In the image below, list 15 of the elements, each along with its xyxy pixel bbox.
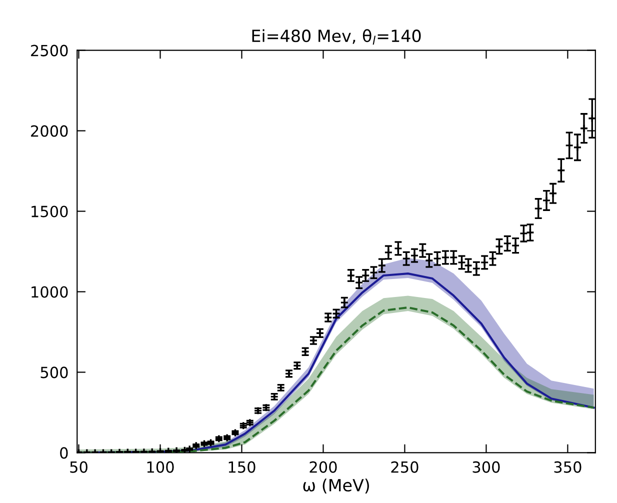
y-tick-label: 0 — [60, 447, 68, 459]
y-tick-label: 2000 — [31, 125, 68, 137]
x-tick-label: 200 — [310, 461, 337, 473]
x-tick-label: 350 — [554, 461, 582, 473]
x-tick-label: 100 — [147, 461, 174, 473]
x-tick-label: 250 — [391, 461, 418, 473]
chart-title: Ei=480 Mev, θ$_{l}$=140 — [252, 29, 421, 45]
y-tick-label: 2500 — [31, 44, 68, 56]
x-tick-label: 300 — [472, 461, 500, 473]
x-tick-label: 50 — [70, 461, 88, 473]
y-tick-label: 1500 — [32, 206, 68, 218]
x-axis-title: ω (MeV) — [303, 478, 369, 494]
y-tick-label: 1000 — [32, 286, 68, 298]
x-tick-label: 150 — [228, 461, 256, 473]
y-tick-label: 500 — [40, 366, 68, 378]
